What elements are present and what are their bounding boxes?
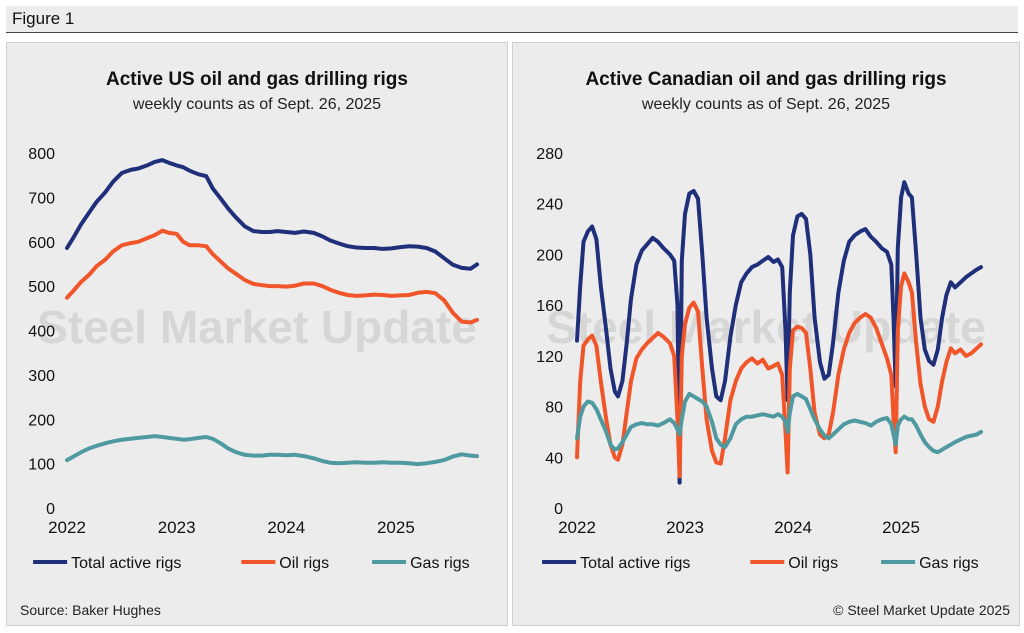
ca-series-line-total [575,180,983,485]
ca-x-tick-label: 2023 [666,518,704,537]
ca-chart-title: Active Canadian oil and gas drilling rig… [585,69,946,90]
source-note: Source: Baker Hughes [20,602,161,618]
us-y-tick-label: 200 [28,412,55,429]
canada-chart-panel: Steel Market Update Active Canadian oil a… [512,42,1020,626]
ca-y-tick-label: 280 [536,146,563,163]
us-y-tick-label: 600 [28,235,55,252]
us-chart-subtitle: weekly counts as of Sept. 26, 2025 [132,96,381,113]
us-y-tick-label: 700 [28,190,55,207]
ca-legend-label-gas: Gas rigs [919,555,979,572]
us-legend-label-oil: Oil rigs [279,555,329,572]
ca-x-tick-label: 2024 [774,518,812,537]
us-chart: Steel Market Update Active US oil and gas… [28,69,479,572]
us-legend-label-gas: Gas rigs [410,555,470,572]
copyright-note: © Steel Market Update 2025 [833,602,1010,618]
us-y-tick-label: 0 [46,501,55,518]
ca-legend-entry-oil: Oil rigs [750,555,838,572]
us-y-tick-label: 300 [28,368,55,385]
us-x-tick-label: 2022 [48,518,86,537]
ca-y-tick-label: 200 [536,247,563,264]
ca-y-tick-label: 240 [536,197,563,214]
us-legend-entry-oil: Oil rigs [241,555,329,572]
ca-chart-subtitle: weekly counts as of Sept. 26, 2025 [641,96,890,113]
us-series-line-oil [65,228,479,325]
us-legend-entry-total: Total active rigs [33,555,181,572]
us-x-tick-label: 2023 [158,518,196,537]
us-chart-panel: Steel Market Update Active US oil and gas… [6,42,508,626]
figure-header: Figure 1 [6,6,1018,33]
us-legend-entry-gas: Gas rigs [372,555,470,572]
ca-series-line-oil [575,271,983,479]
us-series-line-gas [65,434,479,467]
ca-x-tick-label: 2022 [558,518,596,537]
ca-y-tick-label: 160 [536,298,563,315]
ca-series-line-gas [575,391,983,455]
us-y-tick-label: 400 [28,324,55,341]
ca-legend-entry-gas: Gas rigs [881,555,979,572]
us-y-tick-label: 100 [28,457,55,474]
ca-legend-label-total: Total active rigs [580,555,690,572]
us-y-tick-label: 500 [28,279,55,296]
ca-y-tick-label: 120 [536,349,563,366]
ca-y-tick-label: 0 [554,501,563,518]
ca-x-tick-label: 2025 [882,518,920,537]
figure-label: Figure 1 [12,9,75,28]
us-series-line-total [65,158,479,271]
us-legend-label-total: Total active rigs [71,555,181,572]
us-x-tick-label: 2024 [267,518,305,537]
us-x-tick-label: 2025 [377,518,415,537]
ca-y-tick-label: 40 [545,450,563,467]
ca-legend-label-oil: Oil rigs [788,555,838,572]
us-watermark: Steel Market Update [37,301,477,353]
ca-legend-entry-total: Total active rigs [542,555,690,572]
us-y-tick-label: 800 [28,146,55,163]
us-chart-title: Active US oil and gas drilling rigs [106,69,408,90]
ca-y-tick-label: 80 [545,400,563,417]
